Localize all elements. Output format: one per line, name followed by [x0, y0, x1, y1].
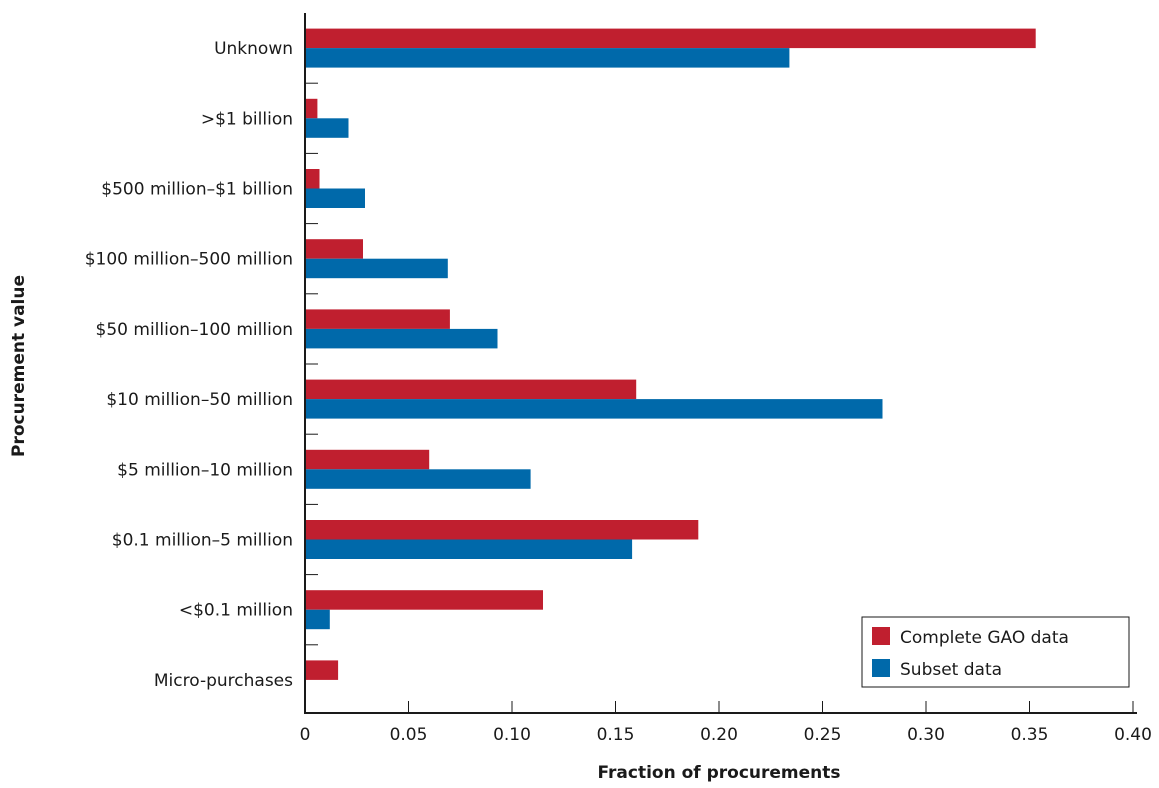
y-axis-ticks [305, 82, 318, 646]
bar-subset-5-million-10-million [306, 469, 531, 489]
bar-complete-gao-50-million-100-million [306, 309, 450, 329]
category-label-50-million-100-million: $50 million–100 million [96, 320, 293, 340]
bar-complete-gao-100-million-500-million [306, 239, 363, 259]
bar-subset-1-billion [306, 118, 349, 138]
legend-box [861, 616, 1130, 688]
legend-swatch-complete-gao [872, 627, 890, 645]
bar-subset-500-million-1-billion [306, 188, 365, 208]
x-axis-title: Fraction of procurements [597, 763, 840, 783]
x-tick-label: 0.35 [1011, 725, 1049, 745]
category-label-5-million-10-million: $5 million–10 million [117, 460, 293, 480]
bar-complete-gao-micro-purchases [306, 660, 339, 680]
category-label-10-million-50-million: $10 million–50 million [106, 390, 293, 410]
bar-subset-0-1-million [306, 609, 330, 630]
x-axis-ticks: 0 0.05 0.10 0.15 0.20 0.25 0.30 0.35 0.40 [300, 701, 1152, 745]
bar-complete-gao-0-1-million-5-million [306, 520, 699, 540]
bar-complete-gao-unknown [306, 28, 1036, 49]
category-label-0-1-million: <$0.1 million [179, 601, 293, 621]
category-label-0-1-million-5-million: $0.1 million–5 million [112, 531, 293, 551]
bar-subset-0-1-million-5-million [306, 539, 633, 559]
category-label-100-million-500-million: $100 million–500 million [85, 250, 293, 270]
legend: Complete GAO data Subset data [861, 616, 1130, 688]
legend-label-complete-gao: Complete GAO data [900, 628, 1069, 648]
category-label-500-million-1-billion: $500 million–$1 billion [101, 180, 293, 200]
x-tick-label: 0.40 [1114, 725, 1152, 745]
legend-label-subset: Subset data [900, 660, 1002, 680]
bar-complete-gao-10-million-50-million [306, 379, 637, 400]
category-labels: Unknown >$1 billion $500 million–$1 billio… [85, 39, 293, 691]
category-label-1-billion: >$1 billion [201, 109, 293, 129]
x-tick-label: 0.10 [493, 725, 531, 745]
x-tick-label: 0.15 [597, 725, 635, 745]
bar-subset-100-million-500-million [306, 258, 448, 279]
y-axis-title: Procurement value [9, 275, 29, 457]
x-tick-label: 0.30 [907, 725, 945, 745]
category-label-unknown: Unknown [214, 39, 293, 59]
bar-complete-gao-500-million-1-billion [306, 169, 320, 189]
x-tick-label: 0.25 [804, 725, 842, 745]
bar-complete-gao-1-billion [306, 98, 318, 119]
x-tick-label: 0 [300, 725, 311, 745]
x-tick-label: 0.05 [390, 725, 428, 745]
x-tick-label: 0.20 [700, 725, 738, 745]
bars-group [306, 28, 1036, 680]
legend-swatch-subset [872, 659, 890, 677]
bar-complete-gao-5-million-10-million [306, 449, 430, 470]
category-label-micro-purchases: Micro-purchases [154, 671, 293, 691]
bar-subset-10-million-50-million [306, 399, 883, 419]
bar-complete-gao-0-1-million [306, 590, 543, 610]
bar-subset-50-million-100-million [306, 328, 498, 349]
bar-subset-unknown [306, 48, 790, 68]
